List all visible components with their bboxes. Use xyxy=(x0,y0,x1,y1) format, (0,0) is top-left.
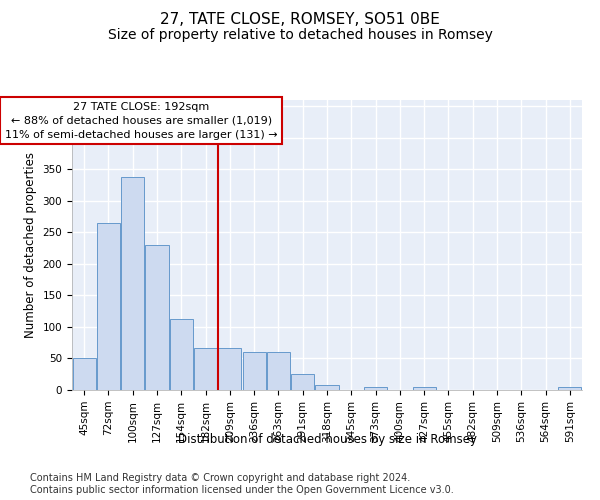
Bar xyxy=(242,352,266,390)
Text: Size of property relative to detached houses in Romsey: Size of property relative to detached ho… xyxy=(107,28,493,42)
Text: 27 TATE CLOSE: 192sqm
← 88% of detached houses are smaller (1,019)
11% of semi-d: 27 TATE CLOSE: 192sqm ← 88% of detached … xyxy=(5,102,278,140)
Bar xyxy=(413,387,436,390)
Text: 27, TATE CLOSE, ROMSEY, SO51 0BE: 27, TATE CLOSE, ROMSEY, SO51 0BE xyxy=(160,12,440,28)
Bar xyxy=(316,385,338,390)
Bar xyxy=(170,319,193,390)
Bar xyxy=(218,348,241,390)
Y-axis label: Number of detached properties: Number of detached properties xyxy=(24,152,37,338)
Bar xyxy=(559,387,581,390)
Bar xyxy=(145,245,169,390)
Bar xyxy=(97,223,120,390)
Bar xyxy=(291,374,314,390)
Bar xyxy=(121,177,144,390)
Text: Contains HM Land Registry data © Crown copyright and database right 2024.
Contai: Contains HM Land Registry data © Crown c… xyxy=(30,474,454,495)
Bar xyxy=(267,352,290,390)
Bar xyxy=(364,387,387,390)
Text: Distribution of detached houses by size in Romsey: Distribution of detached houses by size … xyxy=(178,432,476,446)
Bar xyxy=(73,358,95,390)
Bar xyxy=(194,348,217,390)
